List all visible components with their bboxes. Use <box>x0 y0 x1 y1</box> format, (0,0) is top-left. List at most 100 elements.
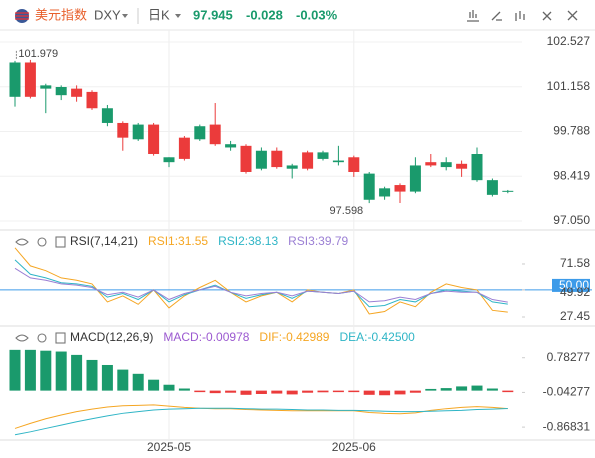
gear-icon[interactable] <box>37 237 47 247</box>
candle-body <box>240 145 252 172</box>
legend-entry: RSI2:38.13 <box>218 234 278 248</box>
rsi-line <box>14 267 508 303</box>
last-price: 97.945 <box>193 7 233 22</box>
macd-bar <box>194 390 206 393</box>
macd-bar <box>425 388 437 391</box>
box-icon[interactable] <box>55 332 66 344</box>
toolbar[interactable] <box>467 10 578 22</box>
x-tick-label: 2025-06 <box>332 440 376 454</box>
candle-body <box>348 157 360 172</box>
tool-icon[interactable] <box>491 11 502 21</box>
candle-body <box>286 165 298 169</box>
candle-body <box>271 150 283 168</box>
macd-bar <box>271 390 283 394</box>
macd-bar <box>471 385 483 391</box>
macd-bar <box>148 379 160 391</box>
candle-body <box>379 188 391 197</box>
candle-body <box>148 124 160 155</box>
macd-bar <box>255 390 267 394</box>
macd-bar <box>24 349 36 391</box>
macd-bar <box>286 390 298 395</box>
gear-icon[interactable] <box>37 333 47 343</box>
flag-stripes <box>15 12 29 20</box>
y-tick-label: 0.78277 <box>547 350 591 364</box>
macd-bar <box>101 364 113 391</box>
symbol-name[interactable]: 美元指数 <box>35 7 87 22</box>
y-tick-label: 101.158 <box>547 79 591 93</box>
legend-entry: MACD:-0.00978 <box>163 330 249 344</box>
macd-bar <box>9 349 21 391</box>
macd-bar <box>332 390 344 393</box>
legend-entry: DIF:-0.42989 <box>259 330 329 344</box>
macd-bar <box>40 350 52 391</box>
candle-body <box>9 62 21 97</box>
y-tick-label: 97.050 <box>553 213 590 227</box>
macd-bar <box>209 390 221 394</box>
symbol-code[interactable]: DXY <box>94 7 121 22</box>
x-tick-label: 2025-05 <box>147 440 191 454</box>
macd-bar <box>86 359 98 391</box>
eye-icon[interactable] <box>15 334 29 342</box>
candle-body <box>456 163 468 169</box>
price-change: -0.028 <box>246 7 283 22</box>
candle-body <box>163 157 175 163</box>
macd-bar <box>363 390 375 395</box>
legend-entry: RSI3:39.79 <box>288 234 348 248</box>
candle-body <box>317 152 329 159</box>
candle-body <box>440 162 452 168</box>
candle-body <box>71 88 83 97</box>
macd-bar <box>379 390 391 396</box>
candle-body <box>132 124 144 140</box>
legend-entry: DEA:-0.42500 <box>339 330 415 344</box>
y-tick-label: 71.58 <box>560 256 590 270</box>
eye-icon[interactable] <box>15 238 29 246</box>
candle-body <box>40 85 52 89</box>
macd-bar <box>348 390 360 393</box>
macd-bar <box>240 390 252 395</box>
candle-body <box>117 122 129 138</box>
box-icon[interactable] <box>55 236 66 248</box>
tool-icon[interactable] <box>542 11 552 21</box>
macd-bar <box>440 388 452 391</box>
caret <box>175 14 181 18</box>
macd-bar <box>302 390 314 393</box>
macd-bar <box>163 384 175 391</box>
panel-icons[interactable] <box>15 236 66 344</box>
candle-body <box>471 154 483 181</box>
min-label: 97.598 <box>330 205 364 217</box>
macd-bar <box>117 369 129 391</box>
tool-icon[interactable] <box>567 10 578 21</box>
y-tick-label: 102.527 <box>547 34 591 48</box>
candle-body <box>502 190 514 192</box>
candle-body <box>394 185 406 192</box>
tool-icon[interactable] <box>515 11 525 21</box>
caret <box>122 14 128 18</box>
candle-body <box>255 150 267 169</box>
macd-line <box>14 407 508 436</box>
y-tick-label: 49.92 <box>560 285 590 299</box>
legend-entry: RSI1:31.55 <box>148 234 208 248</box>
period[interactable]: 日K <box>148 7 170 22</box>
macd-bar <box>502 390 514 393</box>
tick-label-box <box>552 278 590 292</box>
macd-bar <box>178 388 190 391</box>
candle-body <box>86 91 98 109</box>
macd-bar <box>225 390 237 393</box>
candle-body <box>332 160 344 163</box>
panel-title: RSI(7,14,21) <box>70 234 138 248</box>
macd-bar <box>394 390 406 395</box>
price-change-pct: -0.03% <box>296 7 338 22</box>
candle-body <box>409 165 421 192</box>
candle-body <box>55 87 67 96</box>
tool-icon[interactable] <box>467 10 479 22</box>
candle-body <box>486 180 498 195</box>
y-tick-label: 98.419 <box>553 168 590 182</box>
candle-body <box>194 126 206 140</box>
candle-body <box>24 62 36 97</box>
y-tick-label: -0.86831 <box>543 419 591 433</box>
candle-body <box>178 137 190 159</box>
max-label: 101.979 <box>18 48 58 60</box>
y-tick-label: 50.00 <box>559 278 589 292</box>
candle-body <box>225 144 237 148</box>
